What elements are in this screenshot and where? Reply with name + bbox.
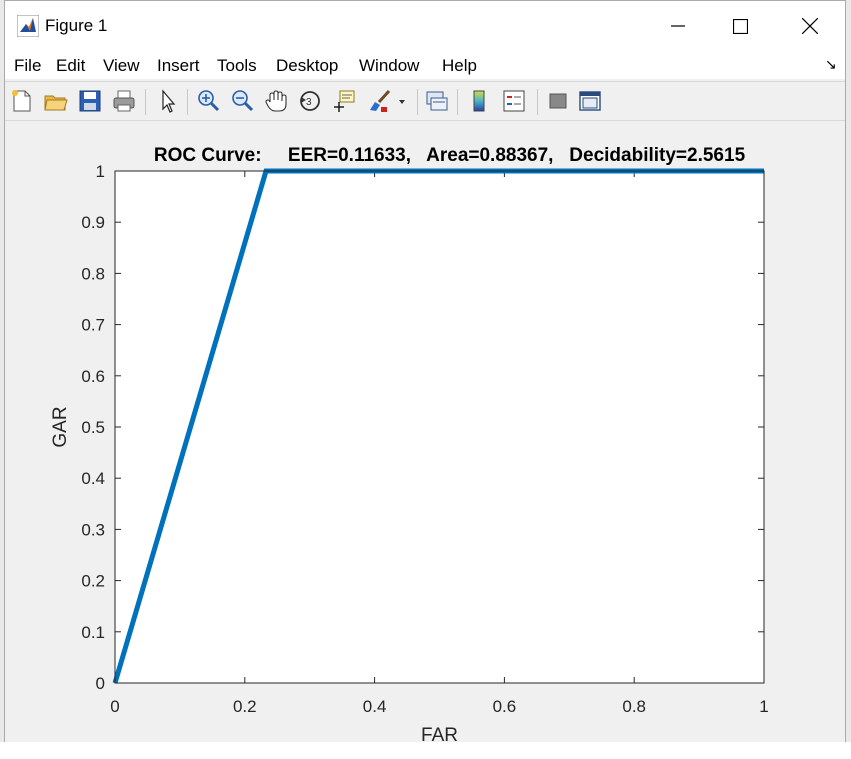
y-tick-label: 0.3 [81, 520, 105, 539]
data-cursor-icon[interactable] [331, 88, 357, 114]
show-plot-tools-icon[interactable] [577, 88, 603, 114]
brush-dropdown-icon[interactable] [397, 88, 409, 114]
menu-file[interactable]: File [14, 56, 42, 75]
roc-chart[interactable]: 0 0.2 0.4 0.6 0.8 1 0 0.1 0.2 0.3 0.4 0.5 0.6 0.7 0.8 0… [5, 122, 845, 746]
dock-arrow-icon[interactable]: ↘ [825, 56, 837, 72]
y-tick-label: 0.8 [81, 264, 105, 283]
background-window-strip-right [842, 0, 851, 759]
axes-background [115, 171, 764, 683]
menu-insert[interactable]: Insert [157, 56, 200, 75]
colorbar-icon[interactable] [467, 88, 493, 114]
y-tick-label: 0.5 [81, 418, 105, 437]
brush-icon[interactable] [367, 88, 393, 114]
pan-hand-icon[interactable] [263, 88, 289, 114]
x-tick-label: 0.4 [363, 697, 387, 716]
zoom-out-icon[interactable] [229, 88, 255, 114]
chart-title: ROC Curve: EER=0.11633, Area=0.88367, De… [154, 145, 746, 166]
menu-desktop[interactable]: Desktop [276, 56, 339, 75]
x-tick-label: 0.2 [233, 697, 257, 716]
y-tick-label: 0.7 [81, 316, 105, 335]
toolbar-separator [537, 89, 538, 115]
open-file-icon[interactable] [43, 88, 69, 114]
window-title: Figure 1 [45, 16, 108, 35]
menu-view[interactable]: View [103, 56, 140, 75]
figure-canvas: 0 0.2 0.4 0.6 0.8 1 0 0.1 0.2 0.3 0.4 0.5 0.6 0.7 0.8 0… [5, 122, 845, 746]
toolbar-separator [417, 89, 418, 115]
toolbar-separator [145, 89, 146, 115]
maximize-icon [732, 18, 748, 34]
new-figure-icon[interactable] [9, 88, 35, 114]
x-tick-label: 0.8 [622, 697, 646, 716]
rotate-3d-icon[interactable]: 3 [297, 88, 323, 114]
pointer-icon[interactable] [155, 88, 181, 114]
print-icon[interactable] [111, 88, 137, 114]
y-tick-label: 0.1 [81, 623, 105, 642]
figure-toolbar: 3 [5, 81, 845, 121]
hide-plot-tools-icon[interactable] [545, 88, 571, 114]
toolbar-separator [457, 89, 458, 115]
x-tick-label: 0.6 [493, 697, 517, 716]
menu-window[interactable]: Window [359, 56, 420, 75]
menu-help[interactable]: Help [442, 56, 477, 75]
matlab-logo-icon [16, 14, 40, 38]
svg-text:3: 3 [306, 97, 312, 108]
minimize-icon [671, 25, 685, 27]
save-icon[interactable] [77, 88, 103, 114]
x-tick-label: 0 [110, 697, 119, 716]
toolbar-separator [187, 89, 188, 115]
figure-window: Figure 1 File Edit View Insert Tools Des… [4, 0, 846, 746]
y-tick-label: 0.2 [81, 572, 105, 591]
y-axis-label: GAR [50, 406, 71, 447]
title-bar[interactable]: Figure 1 [5, 1, 845, 49]
x-axis-label: FAR [421, 725, 458, 742]
y-tick-label: 0 [96, 674, 105, 693]
close-icon [802, 18, 818, 34]
y-tick-label: 0.9 [81, 213, 105, 232]
zoom-in-icon[interactable] [195, 88, 221, 114]
minimize-button[interactable] [655, 9, 701, 43]
axes-box [114, 170, 765, 684]
legend-icon[interactable] [501, 88, 527, 114]
background-window-strip-bottom [0, 742, 851, 759]
menu-edit[interactable]: Edit [56, 56, 86, 75]
menu-bar: File Edit View Insert Tools Desktop Wind… [5, 49, 845, 79]
link-plot-icon[interactable] [423, 88, 449, 114]
x-tick-label: 1 [759, 697, 768, 716]
y-tick-label: 0.6 [81, 367, 105, 386]
background-window-strip-left [0, 0, 6, 759]
y-tick-label: 1 [96, 162, 105, 181]
close-button[interactable] [787, 9, 833, 43]
y-tick-label: 0.4 [81, 469, 105, 488]
maximize-button[interactable] [717, 9, 763, 43]
menu-tools[interactable]: Tools [217, 56, 257, 75]
